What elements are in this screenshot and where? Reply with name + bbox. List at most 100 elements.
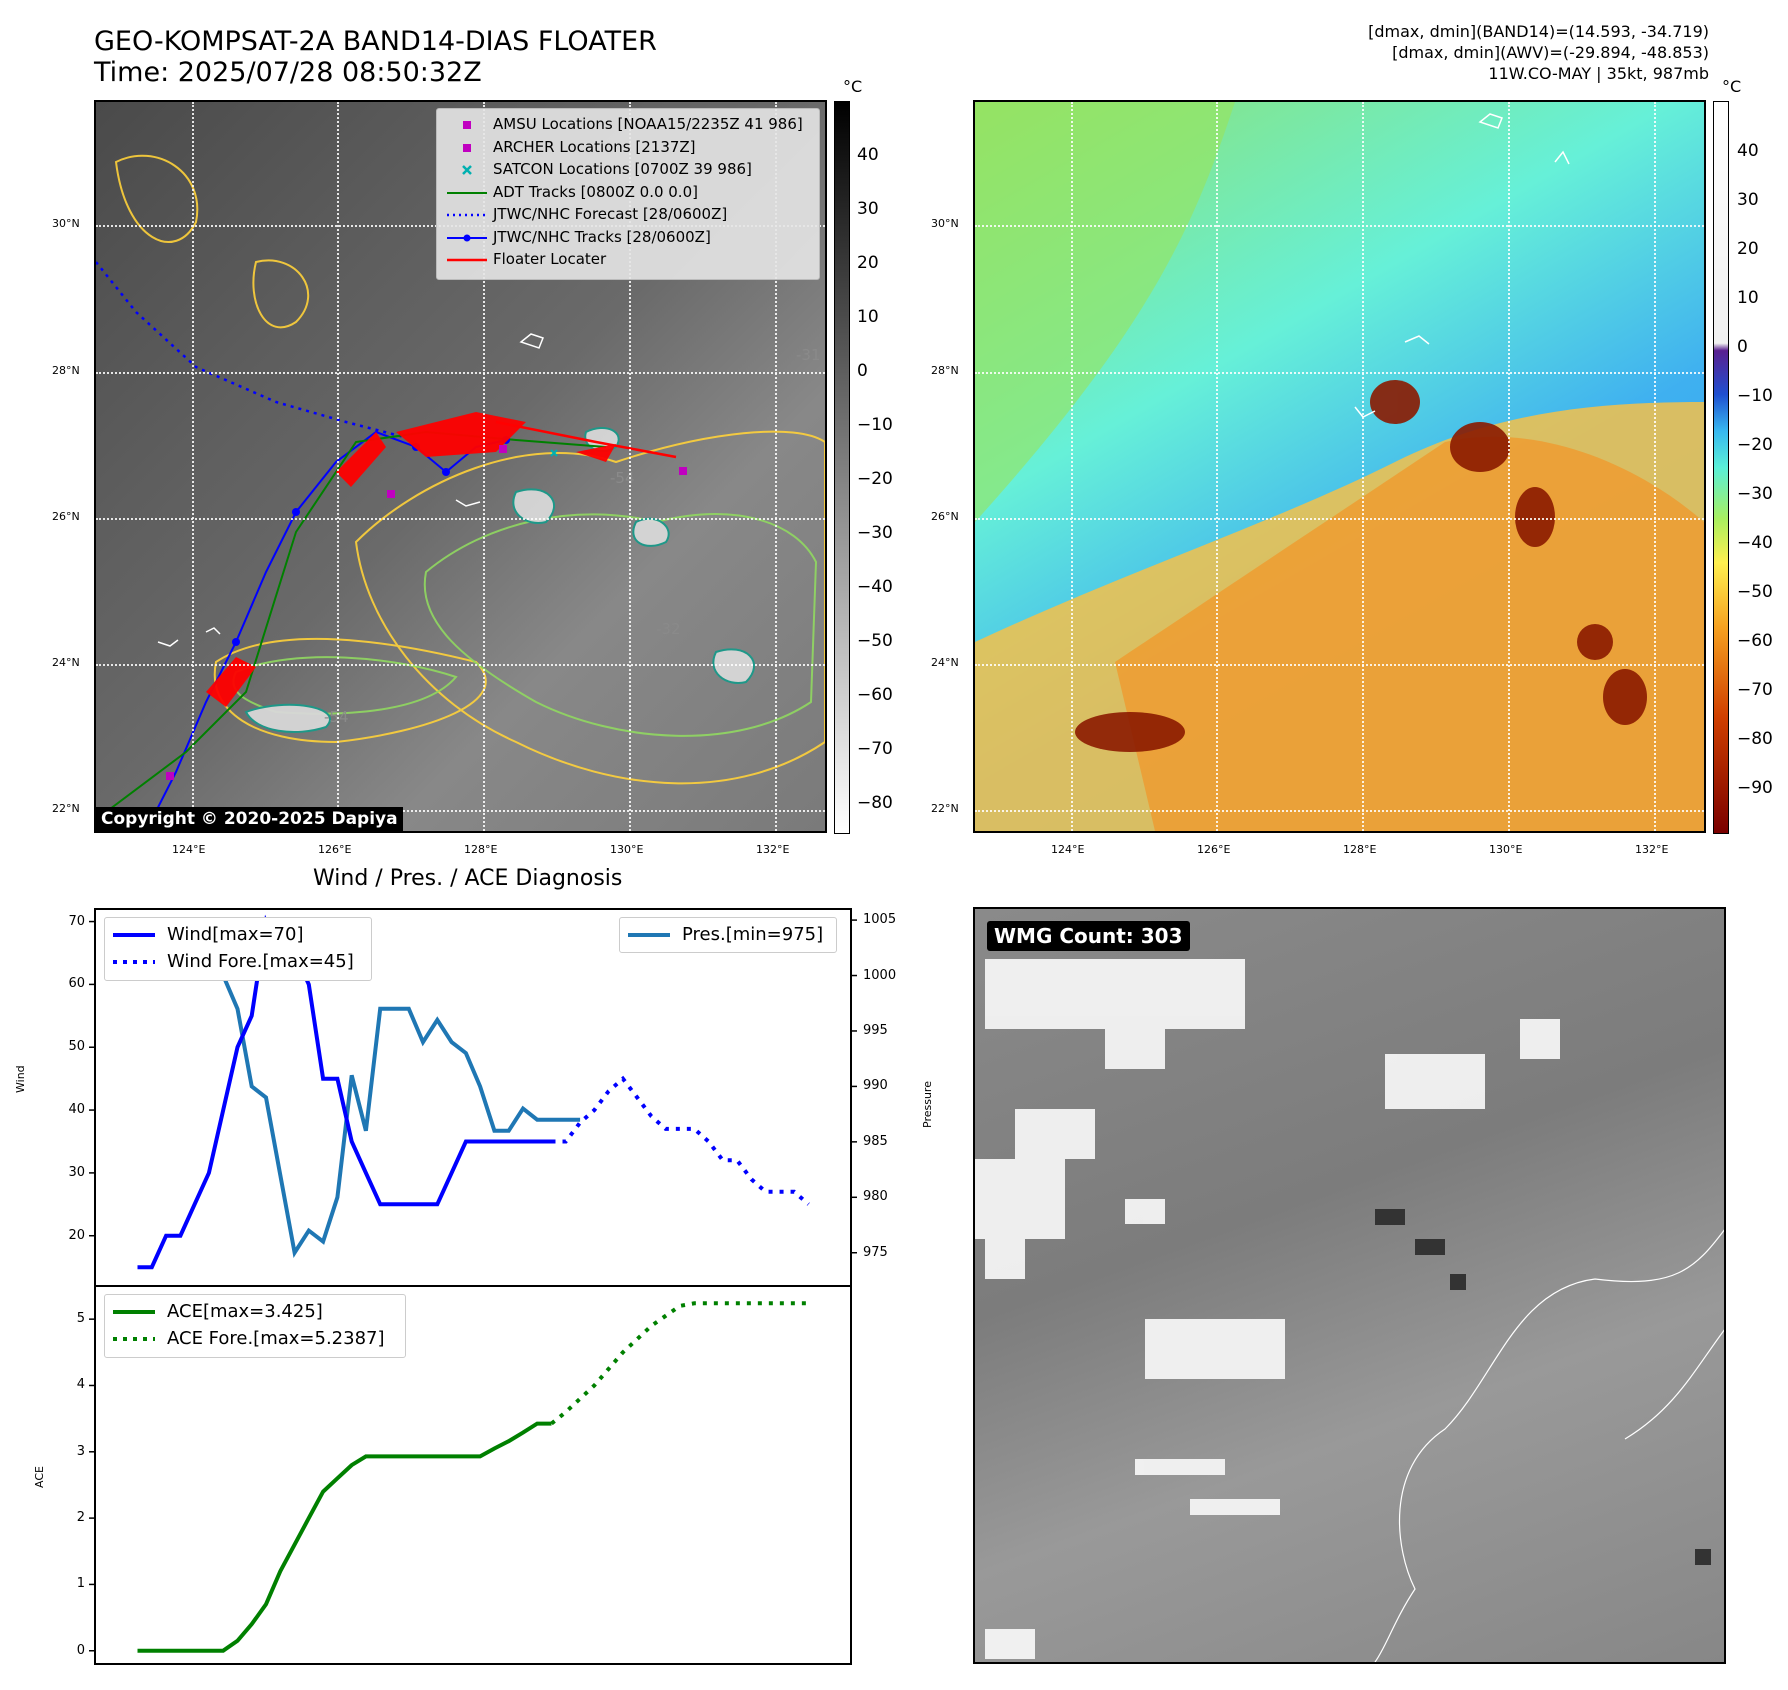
ace-y-tick-label: 1: [76, 1576, 85, 1592]
pressure-y-tick-label: 985: [863, 1133, 888, 1149]
jtwc-observed-track: [145, 430, 507, 831]
wind-y-tick-label: 50: [68, 1039, 85, 1055]
ir-colorbar-tick: −10: [857, 415, 893, 435]
wind-legend: Wind[max=70] Wind Fore.[max=45]: [104, 917, 372, 981]
lon-label: 130°E: [1489, 843, 1523, 856]
awv-colorbar-tick: −50: [1737, 582, 1773, 602]
cold-top-region: [1115, 436, 1704, 831]
wmg-bright-blocks: [975, 959, 1560, 1659]
awv-colorbar-tick: −60: [1737, 631, 1773, 651]
pressure-y-tick-label: 995: [863, 1022, 888, 1038]
contour-label: -31: [796, 346, 821, 364]
ace-y-tick-label: 5: [76, 1311, 85, 1327]
awv-range-text: [dmax, dmin](AWV)=(-29.894, -48.853): [1392, 43, 1709, 62]
ir-colorbar-tick: 40: [857, 145, 879, 165]
wind-y-tick-label: 20: [68, 1227, 85, 1243]
ace-series-line: [137, 1421, 552, 1653]
wmg-dark-pixels: [1375, 1209, 1711, 1565]
ir-colorbar-unit: °C: [843, 77, 863, 96]
copyright-label: Copyright © 2020-2025 Dapiya: [96, 807, 403, 831]
lon-label: 124°E: [1051, 843, 1085, 856]
lat-label: 22°N: [931, 802, 959, 815]
ace-legend: ACE[max=3.425] ACE Fore.[max=5.2387]: [104, 1294, 406, 1358]
ir-colorbar-tick: −50: [857, 631, 893, 651]
pressure-y-tick-label: 1000: [863, 967, 897, 983]
wmg-coastline-2: [1624, 1329, 1724, 1440]
awv-colorbar-tick: 30: [1737, 190, 1759, 210]
pressure-y-tick-label: 1005: [863, 912, 897, 928]
lat-label: 26°N: [931, 510, 959, 523]
ir-colorbar-tick: −80: [857, 793, 893, 813]
ace-y-tick-label: 3: [76, 1443, 85, 1459]
ir-colorbar-tick: −40: [857, 577, 893, 597]
map-legend: AMSU Locations [NOAA15/2235Z 41 986] ARC…: [436, 108, 820, 280]
archer-locations: [166, 490, 395, 780]
lat-label: 28°N: [52, 364, 80, 377]
wmg-coastline: [1374, 1229, 1724, 1662]
ace-y-tick-label: 4: [76, 1377, 85, 1393]
wind-y-tick-label: 70: [68, 913, 85, 929]
lon-label: 126°E: [318, 843, 352, 856]
pressure-y-tick-label: 980: [863, 1189, 888, 1205]
wmg-panel: WMG Count: 303: [973, 907, 1726, 1664]
lat-label: 28°N: [931, 364, 959, 377]
ir-colorbar-tick: 20: [857, 253, 879, 273]
ir-colorbar-tick: −30: [857, 523, 893, 543]
coastlines: [157, 333, 544, 647]
wmg-count-badge: WMG Count: 303: [987, 921, 1190, 951]
lat-label: 30°N: [52, 217, 80, 230]
ir-colorbar-tick: 0: [857, 361, 868, 381]
wmg-overlay: [975, 959, 1724, 1662]
lon-label: 132°E: [1635, 843, 1669, 856]
awv-colorbar-tick: 0: [1737, 337, 1748, 357]
awv-colorbar: [1713, 101, 1729, 834]
pressure-y-tick-label: 990: [863, 1078, 888, 1094]
contour-label: -54: [324, 708, 349, 726]
awv-colorbar-tick: −70: [1737, 680, 1773, 700]
lat-label: 30°N: [931, 217, 959, 230]
deep-convection-cells: [1075, 380, 1647, 752]
wind-y-tick-label: 30: [68, 1164, 85, 1180]
mid-cloud-contours: [232, 513, 818, 737]
cold-cloud-contours: [114, 154, 825, 785]
lat-label: 26°N: [52, 510, 80, 523]
awv-colorbar-tick: −80: [1737, 729, 1773, 749]
contour-label: -32: [656, 620, 681, 638]
ace-y-tick-label: 0: [76, 1642, 85, 1658]
lat-label: 24°N: [52, 656, 80, 669]
awv-colorbar-tick: −10: [1737, 386, 1773, 406]
ir-map-panel: -54 -31 -54 -32: [94, 100, 827, 833]
ace-forecast-series-line: [550, 1301, 809, 1426]
floater-locater-marks: [206, 412, 616, 707]
lat-label: 22°N: [52, 802, 80, 815]
lon-label: 132°E: [756, 843, 790, 856]
jtwc-track-points: [232, 436, 510, 646]
ir-colorbar: [834, 101, 850, 834]
lon-label: 130°E: [610, 843, 644, 856]
wind-y-tick-label: 40: [68, 1102, 85, 1118]
ir-colorbar-tick: 10: [857, 307, 879, 327]
ace-y-tick-label: 2: [76, 1510, 85, 1526]
awv-colorbar-tick: −30: [1737, 484, 1773, 504]
jtwc-forecast-track: [96, 261, 405, 439]
awv-colorbar-tick: 20: [1737, 239, 1759, 259]
amsu-locations: [499, 445, 687, 475]
deep-convection-contours: [244, 427, 756, 733]
figure-title: GEO-KOMPSAT-2A BAND14-DIAS FLOATER: [94, 26, 657, 57]
pressure-legend: Pres.[min=975]: [619, 917, 837, 953]
lon-label: 124°E: [172, 843, 206, 856]
awv-colorbar-tick: 10: [1737, 288, 1759, 308]
wind-y-tick-label: 60: [68, 976, 85, 992]
storm-info-text: 11W.CO-MAY | 35kt, 987mb: [1488, 64, 1709, 83]
awv-colorbar-tick: −20: [1737, 435, 1773, 455]
wind-y-label: Wind: [14, 1065, 27, 1093]
green-moisture-left: [975, 102, 1235, 522]
awv-colorbar-tick: −90: [1737, 778, 1773, 798]
satcon-locations: [550, 449, 558, 457]
ir-colorbar-tick: −20: [857, 469, 893, 489]
awv-map-overlay: [975, 102, 1704, 831]
ir-colorbar-tick: −60: [857, 685, 893, 705]
awv-colorbar-unit: °C: [1722, 77, 1742, 96]
contour-label: -54: [610, 469, 635, 487]
awv-colorbar-tick: −40: [1737, 533, 1773, 553]
